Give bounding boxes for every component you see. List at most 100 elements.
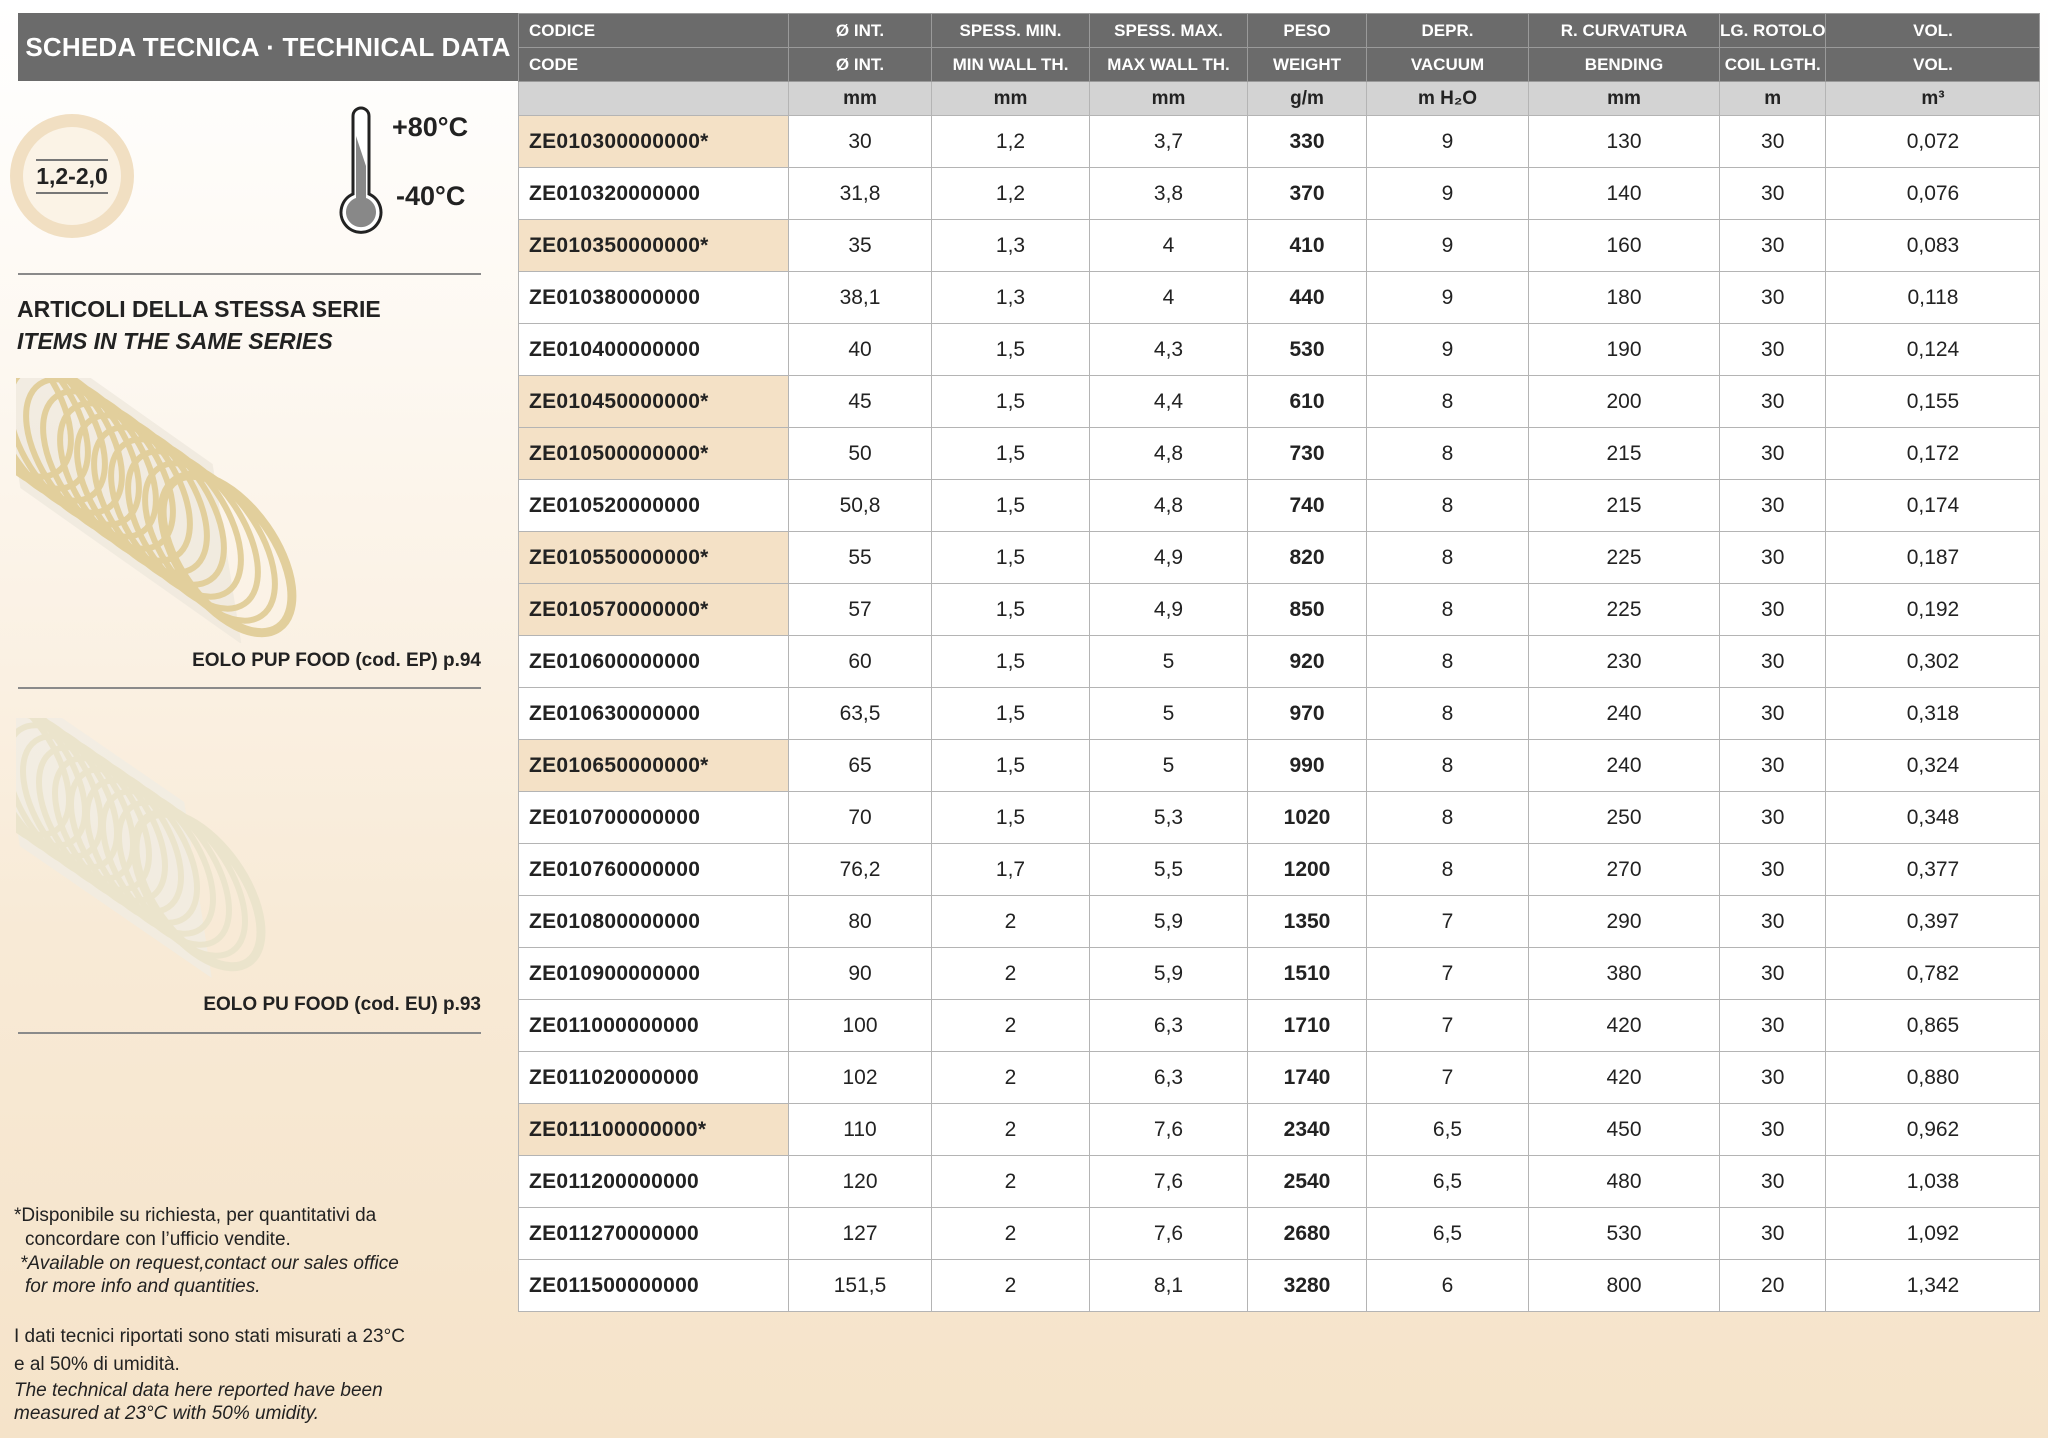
table-cell: 30	[1718, 1103, 1827, 1156]
table-cell: 0,083	[1825, 219, 2041, 272]
note-line: for more info and quantities.	[25, 1276, 261, 1297]
weight-cell: 1200	[1247, 843, 1367, 896]
spiral-ring	[116, 799, 248, 959]
table-cell: 9	[1366, 219, 1529, 272]
weight-cell: 1350	[1247, 895, 1367, 948]
note-line: The technical data here reported have be…	[14, 1380, 383, 1401]
table-cell: 1,5	[931, 427, 1090, 480]
column-header: DEPR.	[1366, 13, 1529, 48]
column-header: VOL.	[1825, 13, 2041, 48]
table-cell: 50	[788, 427, 932, 480]
table-cell: 30	[1718, 947, 1827, 1000]
table-cell: 5	[1089, 687, 1248, 740]
table-cell: 6,5	[1366, 1155, 1529, 1208]
table-cell: 35	[788, 219, 932, 272]
column-header: COIL LGTH.	[1718, 47, 1827, 82]
table-cell: 40	[788, 323, 932, 376]
table-cell: 30	[1718, 167, 1827, 220]
table-cell: 0,865	[1825, 999, 2041, 1052]
table-row: ZE011000000000 100 2 6,3 1710 7 420 30 0,865	[518, 999, 2041, 1052]
unit-cell: mm	[1528, 81, 1720, 116]
hose-yellow-spiral-image[interactable]	[16, 378, 316, 643]
column-header: WEIGHT	[1247, 47, 1367, 82]
table-row: ZE010320000000 31,8 1,2 3,8 370 9 140 30 0,076	[518, 167, 2041, 220]
technical-data-table: CODICE Ø INT. SPESS. MIN. SPESS. MAX. PESO DE…	[518, 13, 2041, 1312]
spiral-ring	[16, 722, 136, 882]
table-cell: 0,318	[1825, 687, 2041, 740]
table-cell: 30	[1718, 1207, 1827, 1260]
table-cell: 8,1	[1089, 1259, 1248, 1312]
table-cell: 5,3	[1089, 791, 1248, 844]
table-cell: 30	[1718, 115, 1827, 168]
unit-cell: mm	[788, 81, 932, 116]
product-code: ZE010630000000	[518, 687, 789, 740]
table-cell: 30	[1718, 895, 1827, 948]
table-cell: 420	[1528, 1051, 1720, 1104]
table-cell: 230	[1528, 635, 1720, 688]
table-cell: 290	[1528, 895, 1720, 948]
unit-cell	[518, 81, 789, 116]
series-item-link[interactable]: EOLO PUP FOOD (cod. EP) p.94	[192, 650, 481, 671]
table-cell: 7,6	[1089, 1103, 1248, 1156]
table-cell: 8	[1366, 791, 1529, 844]
product-code: ZE010300000000*	[518, 115, 789, 168]
product-code: ZE010380000000	[518, 271, 789, 324]
table-cell: 0,324	[1825, 739, 2041, 792]
units-row: mm mm mm g/m m H₂O mm m m³	[518, 81, 2041, 116]
product-code: ZE010760000000	[518, 843, 789, 896]
column-header: PESO	[1247, 13, 1367, 48]
weight-cell: 1740	[1247, 1051, 1367, 1104]
table-cell: 60	[788, 635, 932, 688]
table-cell: 30	[1718, 583, 1827, 636]
column-header: MAX WALL TH.	[1089, 47, 1248, 82]
weight-cell: 530	[1247, 323, 1367, 376]
table-cell: 0,962	[1825, 1103, 2041, 1156]
table-cell: 1,2	[931, 167, 1090, 220]
divider	[18, 273, 481, 275]
table-cell: 8	[1366, 583, 1529, 636]
table-cell: 7	[1366, 895, 1529, 948]
column-header: Ø INT.	[788, 47, 932, 82]
product-code: ZE010450000000*	[518, 375, 789, 428]
table-cell: 200	[1528, 375, 1720, 428]
table-cell: 0,124	[1825, 323, 2041, 376]
table-cell: 2	[931, 999, 1090, 1052]
table-cell: 240	[1528, 687, 1720, 740]
wall-thickness-badge: 1,2-2,0	[10, 114, 134, 238]
column-header: CODICE	[518, 13, 789, 48]
wall-thickness-value: 1,2-2,0	[36, 158, 108, 194]
hose-body	[16, 378, 297, 643]
table-cell: 90	[788, 947, 932, 1000]
table-cell: 30	[1718, 323, 1827, 376]
column-header: LG. ROTOLO	[1718, 13, 1827, 48]
table-cell: 7	[1366, 1051, 1529, 1104]
table-cell: 1,2	[931, 115, 1090, 168]
availability-note: *Disponibile su richiesta, per quantitat…	[14, 1204, 399, 1298]
table-cell: 5,9	[1089, 895, 1248, 948]
table-cell: 31,8	[788, 167, 932, 220]
table-cell: 225	[1528, 531, 1720, 584]
weight-cell: 1510	[1247, 947, 1367, 1000]
product-code: ZE010900000000	[518, 947, 789, 1000]
table-row: ZE010760000000 76,2 1,7 5,5 1200 8 270 30 0,377	[518, 843, 2041, 896]
table-cell: 5,5	[1089, 843, 1248, 896]
product-code: ZE011500000000	[518, 1259, 789, 1312]
weight-cell: 820	[1247, 531, 1367, 584]
table-row: ZE011500000000 151,5 2 8,1 3280 6 800 20 1,342	[518, 1259, 2041, 1312]
hose-white-spiral-image[interactable]	[16, 718, 306, 988]
table-cell: 4,9	[1089, 583, 1248, 636]
series-item-link[interactable]: EOLO PU FOOD (cod. EU) p.93	[203, 994, 481, 1015]
table-cell: 30	[1718, 1051, 1827, 1104]
table-cell: 100	[788, 999, 932, 1052]
hose-body	[16, 718, 266, 978]
table-cell: 3,7	[1089, 115, 1248, 168]
table-cell: 190	[1528, 323, 1720, 376]
table-cell: 30	[1718, 427, 1827, 480]
note-line: *Available on request,contact our sales …	[20, 1253, 399, 1274]
table-cell: 4,8	[1089, 479, 1248, 532]
table-row: ZE011200000000 120 2 7,6 2540 6,5 480 30 1,038	[518, 1155, 2041, 1208]
weight-cell: 440	[1247, 271, 1367, 324]
table-cell: 20	[1718, 1259, 1827, 1312]
unit-cell: m	[1718, 81, 1827, 116]
note-line: I dati tecnici riportati sono stati misu…	[14, 1326, 405, 1347]
